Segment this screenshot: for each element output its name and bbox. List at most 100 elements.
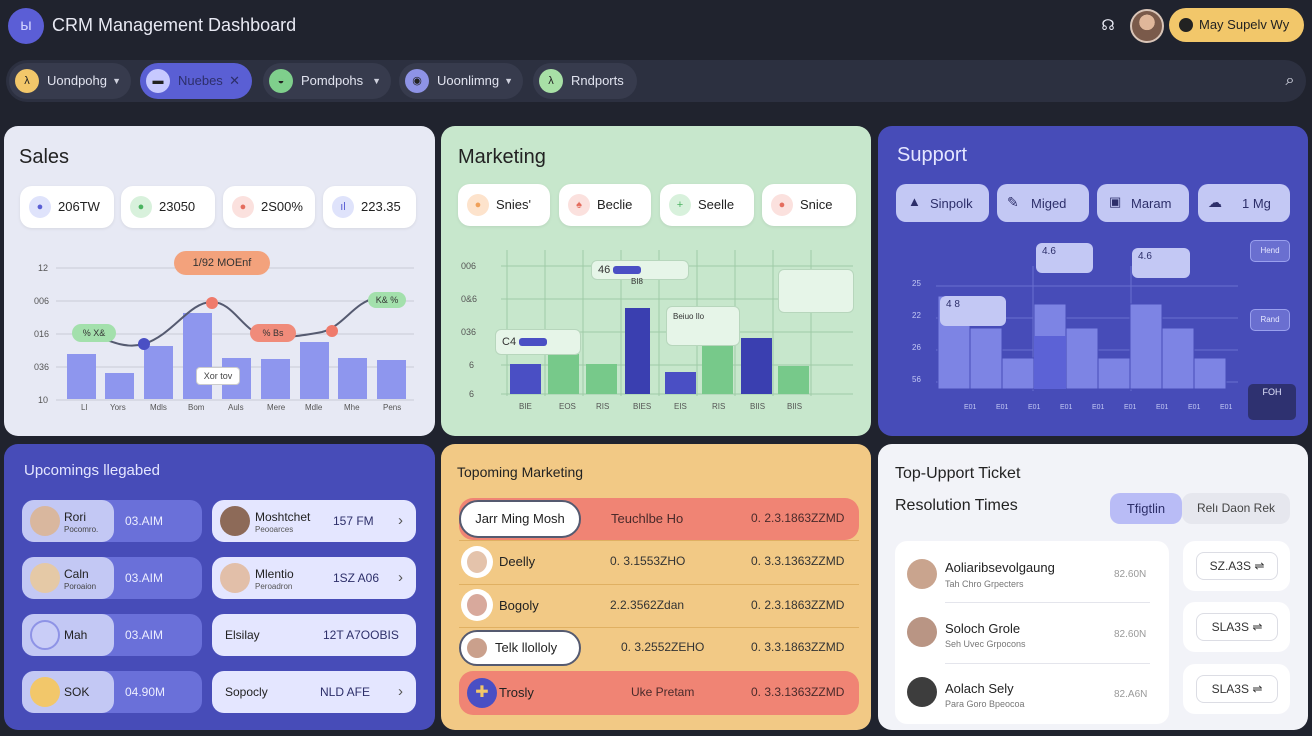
nav-tab-icon: λ: [539, 69, 563, 93]
upcoming-card: Upcomings llegabed Rori Pocomro. 03.AIM …: [4, 444, 435, 730]
svg-text:25: 25: [912, 279, 921, 288]
svg-text:Ll: Ll: [81, 403, 87, 412]
upcoming-right-row-2[interactable]: Mlentio Peroadron 1SZ A06 ›: [212, 557, 416, 599]
ticket-sub: Para Goro Bpeocoa: [945, 699, 1025, 709]
top-marketing-row[interactable]: Telk llolloly 0. 3.2552ZEHO 0. 3.3.1863Z…: [459, 628, 859, 668]
ticket-row[interactable]: Aolach Sely Para Goro Bpeocoa 82.A6N: [895, 665, 1167, 725]
contact-role: Peroadron: [255, 582, 293, 591]
sales-stat-4[interactable]: ıl 223.35: [323, 186, 416, 228]
support-chip-2[interactable]: ✎ Miged: [997, 184, 1089, 222]
sla-button[interactable]: SLA3S ⇌: [1196, 613, 1278, 641]
upcoming-left-row-2[interactable]: Caln Poroaion 03.AIM: [22, 557, 202, 599]
contact-role: Pocomro.: [64, 525, 99, 534]
contact-role: Poroaion: [64, 582, 97, 591]
avatar: [220, 506, 250, 536]
svg-text:BIE: BIE: [519, 402, 532, 411]
sla-button[interactable]: SZ.A3S ⇌: [1196, 552, 1278, 580]
close-icon[interactable]: ✕: [229, 73, 240, 88]
svg-text:0&6: 0&6: [461, 294, 477, 304]
user-avatar[interactable]: [1130, 9, 1164, 43]
nav-tab-4[interactable]: ◉ Uoonlimng ▼: [399, 63, 523, 99]
avatar: [467, 551, 487, 573]
contact-name: Caln: [64, 567, 89, 581]
bar-chart-icon: ıl: [332, 196, 354, 218]
nav-tab-icon: λ: [15, 69, 39, 93]
marketing-bar: [510, 364, 541, 394]
upcoming-left-row-4[interactable]: SOK 04.90M: [22, 671, 202, 713]
nav-tab-2[interactable]: ▬ Nuebes ✕: [140, 63, 252, 99]
marketing-stat-4[interactable]: ● Snice: [762, 184, 856, 226]
avatar: [907, 559, 937, 589]
tab-other[interactable]: Relı Daon Rek: [1182, 493, 1290, 524]
support-bar: [1161, 327, 1195, 390]
sales-y-tick: 10: [38, 395, 48, 405]
svg-text:Auls: Auls: [228, 403, 244, 412]
notification-bell-icon[interactable]: ☊: [1101, 17, 1115, 34]
sla-panel-2: SLA3S ⇌: [1183, 602, 1290, 652]
nav-tab-1[interactable]: λ Uondpohg ▼: [9, 63, 131, 99]
top-marketing-row[interactable]: Bogoly 2.2.3562Zdan 0. 2.3.1863ZZMD: [459, 585, 859, 625]
sales-bar: [67, 354, 96, 399]
top-bar: ы CRM Management Dashboard ☊ May Supelv …: [0, 0, 1312, 52]
sla-button[interactable]: SLA3S ⇌: [1196, 675, 1278, 703]
top-marketing-row[interactable]: Deelly 0. 3.1553ZHO 0. 3.3.1363ZZMD: [459, 542, 859, 582]
nav-tab-5[interactable]: λ Rndports: [533, 63, 637, 99]
nav-tab-3[interactable]: ◒ Pomdpohs ▼: [263, 63, 391, 99]
chevron-right-icon[interactable]: ›: [398, 512, 403, 529]
top-marketing-header-row[interactable]: Jarr Ming Mosh Teuchlbe Ho 0. 2.3.1863ZZ…: [459, 498, 859, 540]
warning-icon: ▲: [908, 194, 921, 209]
search-icon[interactable]: ⌕: [1285, 72, 1295, 89]
nav-tab-label: Rndports: [571, 73, 624, 88]
svg-text:26: 26: [912, 343, 921, 352]
chat-icon: ●: [771, 194, 793, 216]
sales-bar: [300, 342, 329, 399]
status-dot-icon: [1179, 18, 1193, 32]
chevron-right-icon[interactable]: ›: [398, 683, 403, 700]
sales-y-tick: 12: [38, 263, 48, 273]
support-bar: [969, 327, 1003, 390]
marketing-stat-2[interactable]: ♠ Beclie: [559, 184, 651, 226]
upcoming-right-row-1[interactable]: Moshtchet Peooarces 157 FM ›: [212, 500, 416, 542]
marketing-stat-value: Beclie: [597, 197, 633, 212]
support-chip-3[interactable]: ▣ Maram: [1097, 184, 1189, 222]
sales-stat-1[interactable]: ● 206TW: [20, 186, 114, 228]
marketing-stat-3[interactable]: + Seelle: [660, 184, 754, 226]
swap-icon: ⇌: [1252, 682, 1263, 696]
contact-name: Mah: [64, 628, 88, 642]
marketing-stat-1[interactable]: ● Snies': [458, 184, 550, 226]
upcoming-left-row-3[interactable]: Mah 03.AIM: [22, 614, 202, 656]
app-logo-icon[interactable]: ы: [8, 8, 44, 44]
marketing-stat-value: Seelle: [698, 197, 735, 212]
plus-icon: +: [669, 194, 691, 216]
support-chip-label: Miged: [1031, 196, 1067, 211]
ticket-row[interactable]: Aoliaribsevolgaung Tah Chro Grpecters 82…: [895, 547, 1167, 607]
support-callout-c: 4 8: [940, 296, 1006, 326]
chevron-right-icon[interactable]: ›: [398, 569, 403, 586]
sales-y-tick: 036: [34, 362, 49, 372]
marketing-callout-c: Beiuo Ilo: [666, 306, 740, 346]
sales-stat-2[interactable]: ● 23050: [121, 186, 215, 228]
support-bar: [1097, 357, 1131, 390]
marketing-bar: [702, 346, 733, 394]
tag-icon: ♠: [568, 194, 590, 216]
svg-text:56: 56: [912, 375, 921, 384]
upcoming-right-row-4[interactable]: Sopocly NLD AFE ›: [212, 671, 416, 713]
support-chip-1[interactable]: ▲ Sinpolk: [896, 184, 989, 222]
svg-text:Bom: Bom: [188, 403, 205, 412]
sla-panel-3: SLA3S ⇌: [1183, 664, 1290, 714]
marketing-chart: 006 0&6 036 6 6 BIE EOS RIS BIES EIS RIS BIIS BIIS: [461, 250, 853, 411]
user-menu-button[interactable]: May Supelv Wy: [1169, 8, 1304, 42]
ticket-sub: Tah Chro Grpecters: [945, 579, 1024, 589]
upcoming-right-row-3[interactable]: Elsilay 12T A7OOBIS: [212, 614, 416, 656]
support-chip-label: Sinpolk: [930, 196, 973, 211]
upcoming-left-row-1[interactable]: Rori Pocomro. 03.AIM: [22, 500, 202, 542]
ticket-name: Aoliaribsevolgaung: [945, 560, 1055, 575]
sales-chart: 12 006 016 036 10 Ll Yors Mdls Bom Auls Mere Mdl…: [34, 263, 414, 412]
sales-stat-3[interactable]: ● 2S00%: [223, 186, 315, 228]
support-chip-4[interactable]: ☁ 1 Mg: [1198, 184, 1290, 222]
ticket-row[interactable]: Soloch Grole Seh Uvec Grpocons 82.60N: [895, 605, 1167, 665]
svg-text:BIES: BIES: [633, 402, 651, 411]
tab-active[interactable]: Tfigtlin: [1110, 493, 1182, 524]
campaign-mid: Uke Pretam: [631, 685, 695, 699]
top-marketing-row[interactable]: ✚ Trosly Uke Pretam 0. 3.3.1363ZZMD: [459, 671, 859, 715]
